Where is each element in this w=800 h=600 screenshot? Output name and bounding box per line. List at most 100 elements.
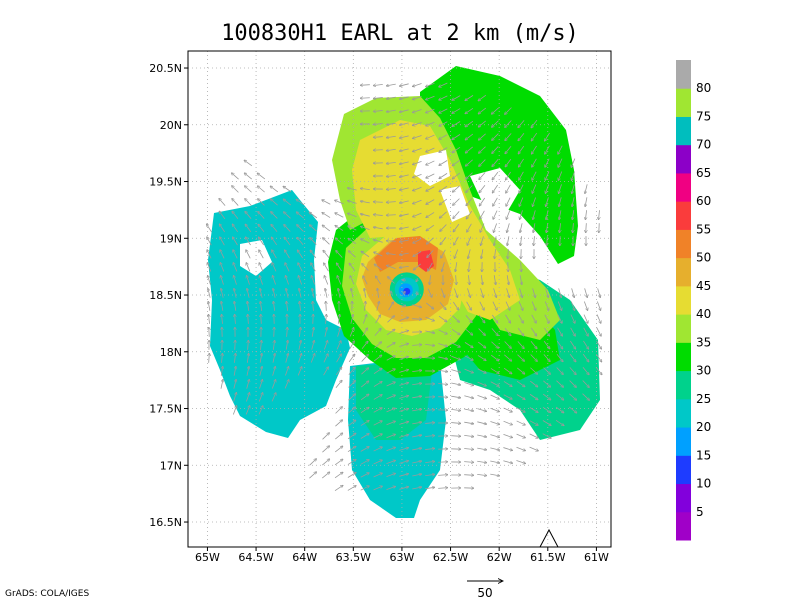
wind-vector [373, 214, 383, 215]
wind-vector [245, 237, 251, 246]
wind-vector [545, 171, 550, 181]
wind-vector [286, 288, 289, 298]
wind-vector [465, 159, 473, 166]
wind-vector [586, 223, 587, 233]
wind-vector [558, 288, 562, 297]
wind-vector [377, 288, 378, 298]
wind-vector [493, 223, 498, 232]
wind-vector [531, 314, 537, 323]
wind-vector [494, 249, 495, 259]
wind-vector [504, 341, 512, 349]
wind-vector [558, 171, 563, 181]
wind-vector [298, 340, 301, 350]
wind-vector [529, 433, 539, 438]
wind-vector [413, 199, 422, 204]
wind-vector [324, 263, 329, 272]
wind-vector [232, 186, 239, 193]
wind-vector [425, 330, 434, 333]
wind-vector [312, 327, 314, 337]
wind-vector [245, 406, 250, 415]
wind-vector [399, 409, 408, 412]
wind-vector [477, 381, 487, 386]
wind-vector [272, 263, 277, 272]
wind-vector [399, 330, 408, 334]
wind-vector [374, 342, 381, 349]
wind-vector [399, 135, 409, 138]
wind-vector [503, 460, 512, 464]
wind-vector [335, 213, 344, 218]
wind-vector [412, 396, 421, 398]
colorbar-label: 55 [696, 222, 711, 236]
colorbar-swatch [676, 455, 691, 485]
wind-vector [336, 354, 342, 363]
wind-vector [207, 237, 212, 246]
wind-vector [245, 199, 252, 206]
wind-vector [386, 447, 395, 452]
wind-vector [519, 197, 524, 207]
wind-vector [219, 198, 226, 206]
wind-vector [233, 392, 237, 402]
wind-vector [426, 95, 435, 100]
wind-vector [508, 249, 509, 259]
y-axis-ticks: 16.5N 17N 17.5N 18N 18.5N 19N 19.5N 20N 20.5N [149, 62, 188, 529]
wind-vector [413, 251, 422, 257]
wind-vector [451, 328, 460, 334]
wind-vector [556, 393, 563, 400]
wind-vector [336, 250, 343, 258]
wind-vector [464, 408, 473, 411]
wind-vector [507, 236, 510, 245]
wind-vector [399, 200, 409, 203]
wind-vector [439, 211, 447, 218]
wind-vector [361, 341, 368, 350]
wind-vector [533, 210, 536, 219]
wind-vector [272, 275, 276, 285]
wind-vector [532, 171, 537, 181]
colorbar-label: 25 [696, 392, 711, 406]
wind-vector [283, 212, 291, 219]
wind-vector [399, 109, 409, 112]
wind-vector [413, 225, 422, 230]
wind-vector [533, 223, 536, 232]
wind-vector [481, 236, 484, 245]
wind-vector [246, 250, 251, 259]
wind-vector [438, 462, 448, 463]
wind-vector [529, 380, 538, 387]
wind-vector [490, 394, 500, 399]
wind-vector [556, 354, 563, 361]
wind-vector [596, 327, 601, 337]
wind-vector [465, 315, 472, 322]
wind-vector [466, 301, 472, 310]
wind-vector [259, 275, 263, 285]
wind-vector [438, 329, 448, 334]
wind-vector [386, 369, 396, 374]
wind-vector [373, 486, 383, 491]
colorbar-label: 20 [696, 420, 711, 434]
wind-vector [386, 486, 395, 490]
wind-vector [572, 210, 574, 220]
wind-vector [325, 288, 328, 298]
wind-vector [336, 341, 341, 350]
colorbar-label: 40 [696, 307, 711, 321]
wind-vector [247, 288, 250, 298]
wind-vector [543, 354, 550, 361]
wind-vector [232, 211, 239, 220]
wind-vector [324, 340, 327, 350]
wind-vector [492, 314, 497, 323]
wind-vector [452, 159, 461, 166]
wind-vector [311, 275, 316, 285]
wind-vector [558, 158, 563, 168]
wind-vector [403, 291, 405, 295]
wind-vector [322, 459, 329, 466]
wind-vector [259, 263, 264, 272]
wind-vector [284, 250, 290, 259]
wind-vector [373, 434, 383, 439]
wind-vector [531, 301, 536, 311]
wind-vector [426, 134, 435, 139]
wind-vector [374, 264, 383, 271]
wind-vector [557, 327, 563, 336]
wind-vector [426, 121, 435, 126]
wind-vector [505, 171, 511, 180]
wind-vector [363, 276, 368, 285]
x-tick-label: 61W [584, 551, 609, 564]
colorbar-swatch [676, 60, 691, 89]
